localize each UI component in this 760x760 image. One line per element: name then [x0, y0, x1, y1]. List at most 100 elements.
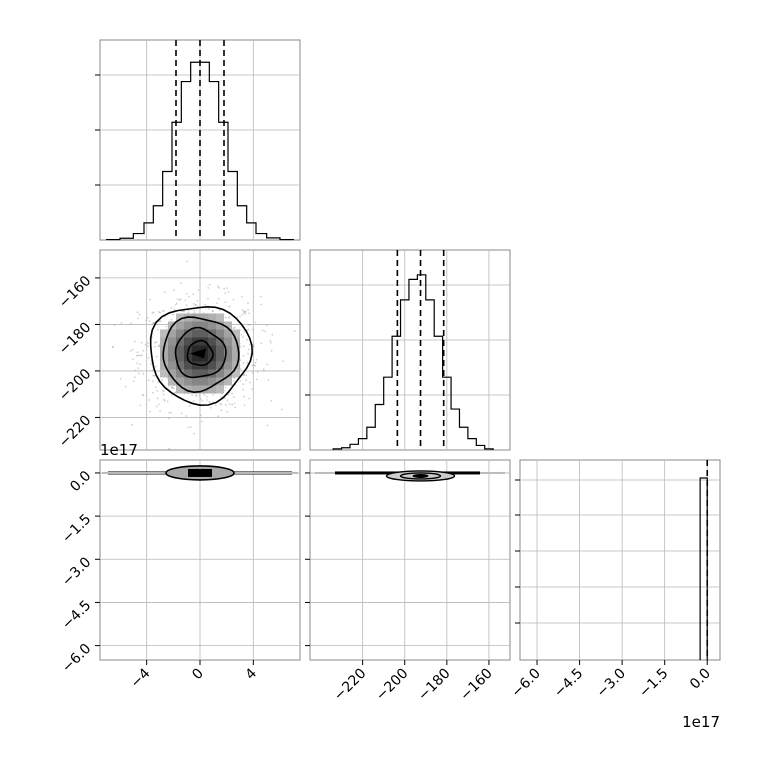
scatter-point — [211, 310, 214, 312]
param2-y-tick-label: −6.0 — [59, 641, 94, 676]
scatter-point — [151, 369, 154, 372]
scatter-point — [227, 316, 230, 319]
density-cell — [176, 353, 184, 362]
scatter-point — [147, 345, 149, 348]
param1-y-tick-label: −160 — [56, 273, 95, 312]
density-cell — [176, 337, 184, 346]
param2-x-tick-label: −1.5 — [636, 666, 671, 701]
scatter-point — [148, 298, 151, 301]
param2-y-offset-label: 1e17 — [100, 441, 138, 459]
scatter-point — [133, 376, 136, 379]
scatter-point — [241, 295, 244, 298]
scatter-point — [220, 395, 223, 398]
scatter-point — [195, 394, 198, 396]
scatter-point — [247, 352, 250, 355]
param2-x-offset-label: 1e17 — [682, 713, 720, 731]
scatter-point — [208, 401, 211, 404]
scatter-point — [137, 354, 140, 357]
density-cell — [216, 353, 224, 362]
density-cell — [224, 329, 232, 338]
density-cell — [216, 329, 224, 338]
density-cell — [224, 377, 232, 386]
scatter-point — [224, 386, 227, 389]
density-cell — [200, 321, 208, 330]
density-cell — [200, 313, 208, 322]
scatter-point — [113, 324, 116, 326]
scatter-point — [243, 330, 246, 333]
scatter-point — [254, 361, 257, 364]
scatter-point — [199, 398, 202, 400]
scatter-point — [138, 372, 140, 375]
scatter-point — [184, 299, 187, 302]
scatter-point — [131, 348, 134, 351]
density-cell — [168, 337, 176, 346]
scatter-point — [158, 311, 160, 313]
density-cell — [184, 385, 192, 394]
density-cell — [208, 313, 216, 322]
scatter-point — [187, 311, 190, 314]
density-cell — [176, 313, 184, 322]
scatter-point — [139, 354, 142, 357]
density-cell — [216, 321, 224, 330]
scatter-point — [242, 383, 245, 386]
density-cell — [216, 337, 224, 346]
scatter-point — [244, 312, 246, 315]
scatter-point — [201, 400, 204, 402]
scatter-point — [203, 394, 206, 396]
density-cell — [216, 369, 224, 378]
scatter-point — [175, 302, 178, 305]
scatter-point — [271, 333, 274, 336]
scatter-point — [242, 354, 245, 357]
scatter-point — [156, 323, 159, 326]
scatter-point — [173, 289, 176, 292]
scatter-point — [186, 260, 188, 263]
scatter-point — [156, 397, 159, 400]
scatter-point — [253, 364, 255, 366]
scatter-point — [180, 282, 183, 285]
scatter-point — [248, 312, 251, 315]
scatter-point — [248, 397, 251, 400]
scatter-point — [224, 301, 227, 303]
scatter-point — [247, 323, 250, 326]
density-cell — [160, 361, 168, 370]
scatter-point — [168, 417, 170, 420]
scatter-point — [206, 396, 208, 398]
scatter-point — [187, 426, 190, 429]
scatter-point — [159, 311, 161, 314]
scatter-point — [251, 364, 254, 367]
scatter-point — [227, 393, 230, 396]
scatter-point — [155, 355, 158, 358]
scatter-point — [157, 345, 160, 348]
density-cell — [192, 345, 200, 354]
density-cell — [224, 353, 232, 362]
scatter-point — [147, 342, 149, 344]
scatter-point — [150, 362, 153, 365]
density-cell — [224, 369, 232, 378]
scatter-point — [269, 339, 272, 342]
scatter-point — [140, 341, 143, 344]
density-cell — [208, 377, 216, 386]
density-cell — [216, 345, 224, 354]
scatter-point — [153, 322, 155, 324]
param1-y-tick-label: −180 — [56, 319, 95, 358]
density-cell — [224, 337, 232, 346]
param2-y-tick-label: −1.5 — [59, 511, 94, 546]
density-cell — [184, 321, 192, 330]
scatter-point — [249, 324, 251, 326]
scatter-point — [218, 309, 221, 312]
scatter-point — [193, 432, 196, 435]
param1-histogram-line — [332, 274, 494, 450]
scatter-point — [261, 329, 264, 332]
scatter-point — [255, 378, 258, 381]
scatter-point — [265, 324, 268, 327]
scatter-point — [228, 316, 231, 318]
scatter-point — [260, 303, 263, 306]
scatter-point — [161, 310, 164, 312]
density-cell — [168, 345, 176, 354]
scatter-point — [232, 298, 235, 301]
scatter-point — [142, 394, 144, 397]
scatter-point — [242, 374, 245, 376]
scatter-point — [262, 368, 265, 371]
density-cell — [184, 337, 192, 346]
scatter-point — [152, 374, 155, 377]
